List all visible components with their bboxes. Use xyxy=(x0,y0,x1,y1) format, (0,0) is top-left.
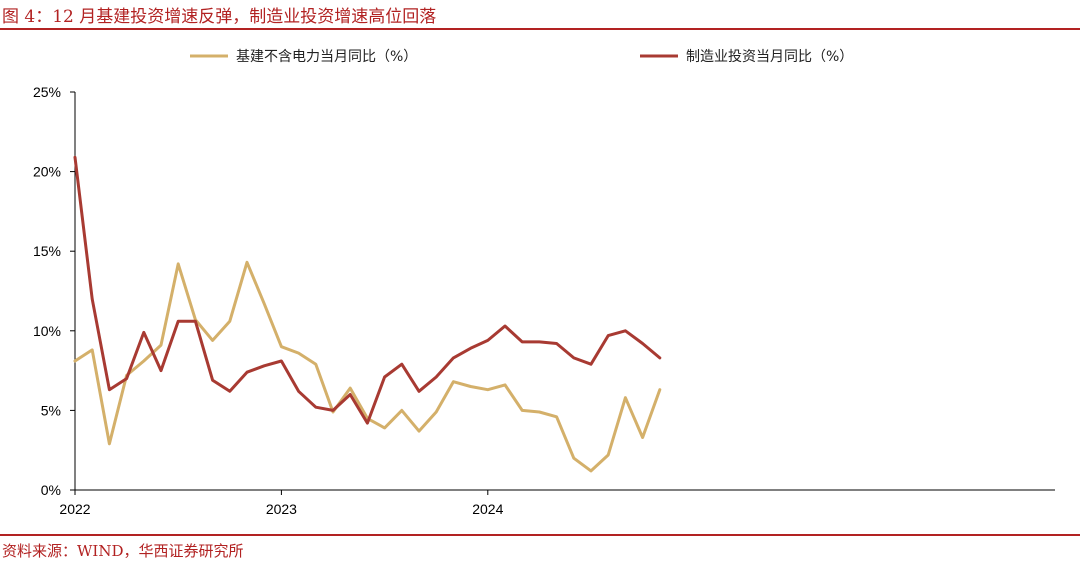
chart-legend: 基建不含电力当月同比（%） 制造业投资当月同比（%） xyxy=(190,48,853,65)
title-divider xyxy=(0,28,1080,30)
chart-axes: 0% 5% 10% 15% 20% 25% 2022 2023 2024 xyxy=(33,84,1055,517)
x-tick-label: 2023 xyxy=(266,501,297,517)
y-tick-label: 0% xyxy=(41,482,61,498)
source-note: 资料来源：WIND，华西证券研究所 xyxy=(2,542,244,560)
y-tick-label: 25% xyxy=(33,84,61,100)
y-tick-label: 10% xyxy=(33,323,61,339)
series-line-1 xyxy=(73,260,662,473)
legend-label-2: 制造业投资当月同比（%） xyxy=(686,49,853,65)
y-tick-label: 20% xyxy=(33,164,61,180)
chart-series xyxy=(73,155,662,473)
figure-title: 图 4：12 月基建投资增速反弹，制造业投资增速高位回落 xyxy=(2,7,437,27)
legend-label-1: 基建不含电力当月同比（%） xyxy=(236,48,417,65)
y-tick-label: 5% xyxy=(41,402,61,418)
y-tick-label: 15% xyxy=(33,243,61,259)
series-line-2 xyxy=(73,155,662,425)
source-divider xyxy=(0,534,1080,536)
x-tick-label: 2024 xyxy=(472,501,503,517)
x-tick-label: 2022 xyxy=(59,501,90,517)
